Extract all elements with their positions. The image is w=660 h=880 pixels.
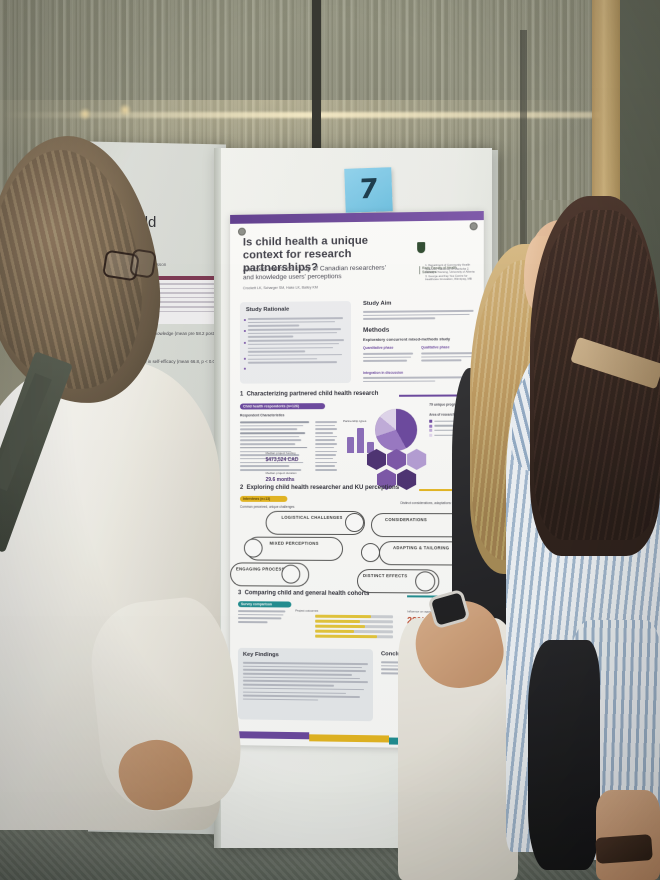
section-2-heading: Exploring child health researcher and KU… — [246, 484, 400, 492]
callout-2-label: Median project duration — [265, 471, 297, 476]
theme-label-6: DISTINCT EFFECTS — [362, 573, 408, 579]
section-2-tag-label: Interviews (n=13) — [242, 496, 271, 501]
callout-2-value: 29.6 months — [265, 477, 295, 483]
theme-label-1: LOGISTICAL CHALLENGES — [281, 514, 343, 520]
bar-chart — [347, 427, 374, 454]
poster-authors: Crockett LK, Scharger SM, Hake LK, Baile… — [242, 285, 318, 291]
section-1-table-values — [315, 421, 338, 473]
study-rationale-heading: Study Rationale — [245, 306, 290, 314]
hbar-chart-title: Project outcomes — [295, 608, 319, 613]
footer-bar-purple — [230, 731, 310, 740]
board-number-sticky-note: 7 — [344, 167, 393, 213]
methods-phase-3-name: Integration in discussion — [362, 370, 404, 375]
theme-label-4: CONSIDERATIONS — [385, 517, 428, 523]
pie-legend-title: Area of research — [429, 412, 455, 417]
ledge-light-strip — [0, 112, 600, 118]
board-number-value: 7 — [358, 173, 380, 206]
hex-icon-3 — [407, 449, 426, 470]
poster-pin-left — [237, 227, 246, 236]
footer-bar-yellow — [309, 734, 390, 743]
poster-subtitle: A mixed-methods study of Canadian resear… — [242, 264, 386, 282]
hbar-chart — [295, 614, 403, 641]
callout-1-label: Median project funding — [265, 451, 296, 456]
section-2-subcaption: Common perceived, unique challenges — [239, 504, 295, 509]
section-1-title: 1 Characterizing partnered child health … — [240, 391, 378, 398]
section-2-number: 2 — [239, 484, 244, 491]
theme-icon-1 — [345, 512, 364, 533]
adjacent-poster-note-1: increase in knowledge (mean pre 58.2 pos… — [130, 331, 216, 336]
theme-icon-6-checkmark — [415, 571, 436, 592]
table-col-header: Respondent Characteristics — [239, 413, 285, 418]
adjacent-poster-note-2: increase in self-efficacy (mean 66.8, p … — [130, 359, 222, 364]
section-3-tag-label: Survey comparison — [240, 601, 273, 606]
key-findings-heading: Key Findings — [242, 651, 279, 659]
theme-label-5: ADAPTING & TAILORING — [393, 545, 450, 551]
key-findings-text — [242, 661, 368, 704]
lamp-glow-1 — [78, 108, 92, 120]
theme-label-3: ENGAGING PROCESS — [236, 566, 285, 572]
glasses-icon — [102, 248, 166, 282]
black-garment — [528, 640, 600, 870]
hex-icon-5 — [397, 469, 416, 490]
methods-subheading: Exploratory concurrent mixed-methods stu… — [362, 336, 451, 342]
callout-1-value: $473,524 CAD — [265, 457, 299, 464]
section-3-number: 3 — [237, 590, 242, 597]
study-aim-text — [362, 309, 476, 322]
methods-heading: Methods — [362, 326, 390, 334]
methods-phase-2-text — [421, 352, 474, 363]
section-1-number: 1 — [239, 391, 244, 398]
shield-icon — [417, 242, 426, 254]
bar-chart-title: Partnership types — [343, 418, 367, 424]
methods-phase-1-name: Quantitative phase — [362, 345, 394, 350]
methods-phase-3-text — [362, 376, 472, 384]
section-1-tag-label: Child health respondents (n=126) — [242, 403, 300, 408]
section-3-title: 3 Comparing child and general health coh… — [238, 590, 369, 597]
theme-icon-2 — [243, 538, 263, 558]
section-3-text — [237, 610, 286, 625]
poster-affiliations: 1. Department of Community Health Scienc… — [425, 262, 475, 282]
window-mullion-right — [520, 30, 527, 260]
leather-watch — [595, 834, 653, 864]
section-1-table-rows — [239, 421, 310, 473]
section-2-title: 2 Exploring child health researcher and … — [240, 485, 399, 491]
pie-chart — [374, 408, 418, 451]
methods-phase-1-text — [362, 352, 414, 364]
glasses-lens-right — [129, 248, 157, 279]
study-rationale-bullets — [247, 317, 347, 366]
section-3-heading: Comparing child and general health cohor… — [244, 590, 370, 598]
theme-label-2: MIXED PERCEPTIONS — [269, 540, 319, 546]
lamp-glow-2 — [118, 104, 132, 116]
methods-phase-2-name: Qualitative phase — [421, 345, 450, 350]
theme-icon-3 — [281, 564, 301, 584]
study-aim-heading: Study Aim — [362, 300, 392, 307]
window-mullion-center — [312, 0, 321, 290]
hex-icon-2 — [387, 449, 406, 470]
poster-pin-right — [469, 222, 478, 231]
section-1-heading: Characterizing partnered child health re… — [246, 390, 379, 398]
theme-icon-5 — [360, 543, 381, 563]
